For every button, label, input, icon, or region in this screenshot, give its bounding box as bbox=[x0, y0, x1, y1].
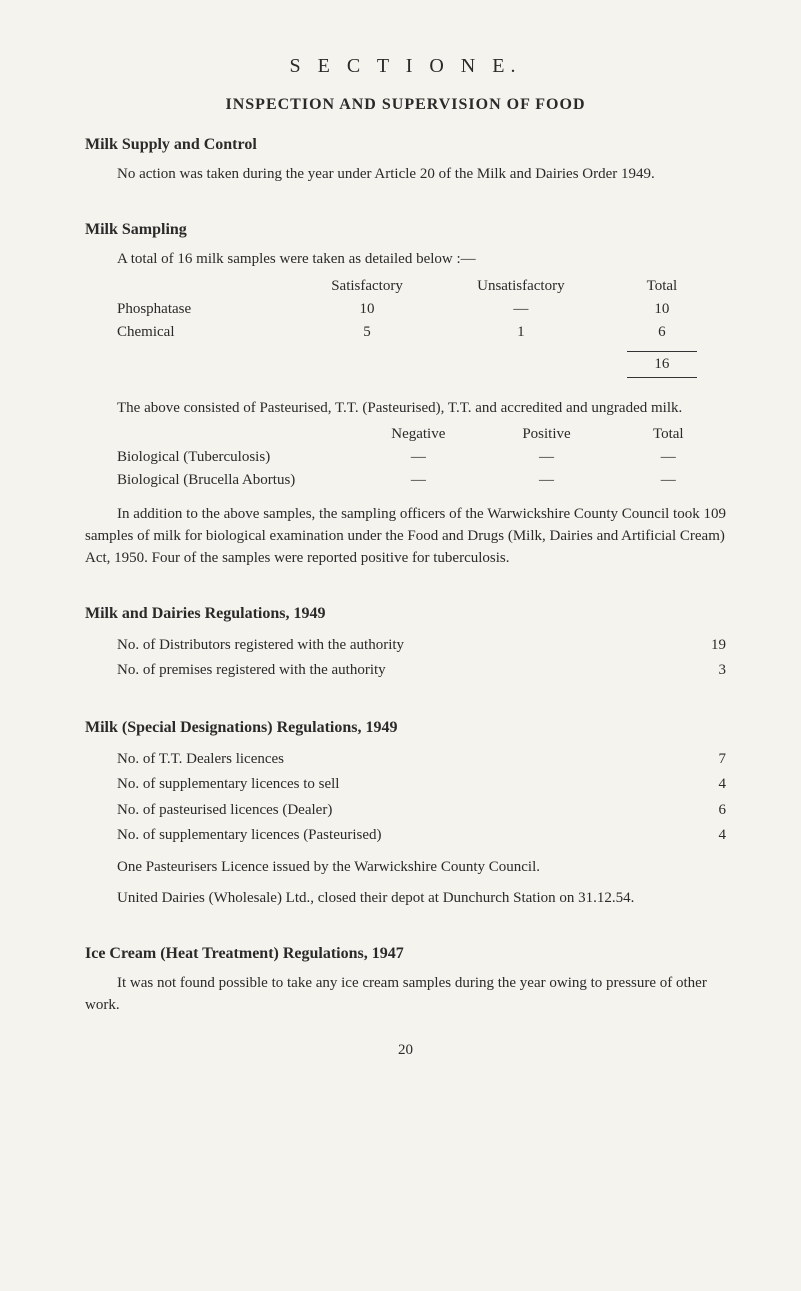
col-negative: Negative bbox=[354, 423, 482, 446]
heading-milk-special: Milk (Special Designations) Regulations,… bbox=[85, 719, 726, 737]
list-label: No. of pasteurised licences (Dealer) bbox=[117, 798, 686, 824]
grand-total: 16 bbox=[598, 356, 726, 373]
heading-milk-supply: Milk Supply and Control bbox=[85, 136, 726, 154]
cell-neg: — bbox=[354, 446, 482, 469]
cell-neg: — bbox=[354, 469, 482, 492]
list-value: 4 bbox=[686, 772, 726, 798]
list-item: No. of T.T. Dealers licences 7 bbox=[85, 747, 726, 773]
heading-milk-dairies-regs: Milk and Dairies Regulations, 1949 bbox=[85, 605, 726, 623]
table-header-row: Negative Positive Total bbox=[85, 423, 726, 446]
sampling-table: Satisfactory Unsatisfactory Total Phosph… bbox=[85, 275, 726, 344]
col-total: Total bbox=[611, 423, 726, 446]
list-label: No. of Distributors registered with the … bbox=[117, 633, 686, 659]
table-row: Chemical 5 1 6 bbox=[85, 321, 726, 344]
para-sampling-intro: A total of 16 milk samples were taken as… bbox=[85, 249, 726, 271]
page-number: 20 bbox=[85, 1042, 726, 1059]
list-value: 19 bbox=[686, 633, 726, 659]
col-unsatisfactory: Unsatisfactory bbox=[444, 275, 598, 298]
list-label: No. of premises registered with the auth… bbox=[117, 658, 686, 684]
document-page: S E C T I O N E. INSPECTION AND SUPERVIS… bbox=[0, 0, 801, 1099]
col-positive: Positive bbox=[482, 423, 610, 446]
row-label: Chemical bbox=[85, 321, 290, 344]
heading-ice-cream: Ice Cream (Heat Treatment) Regulations, … bbox=[85, 945, 726, 963]
list-item: No. of pasteurised licences (Dealer) 6 bbox=[85, 798, 726, 824]
cell-total: 10 bbox=[598, 298, 726, 321]
cell-unsat: 1 bbox=[444, 321, 598, 344]
list-item: No. of Distributors registered with the … bbox=[85, 633, 726, 659]
list-value: 4 bbox=[686, 823, 726, 849]
para-pasteurisers-licence: One Pasteurisers Licence issued by the W… bbox=[85, 857, 726, 879]
list-value: 7 bbox=[686, 747, 726, 773]
cell-sat: 10 bbox=[290, 298, 444, 321]
biological-table: Negative Positive Total Biological (Tube… bbox=[85, 423, 726, 492]
table-header-row: Satisfactory Unsatisfactory Total bbox=[85, 275, 726, 298]
list-item: No. of premises registered with the auth… bbox=[85, 658, 726, 684]
row-label: Biological (Brucella Abortus) bbox=[85, 469, 354, 492]
col-satisfactory: Satisfactory bbox=[290, 275, 444, 298]
list-label: No. of T.T. Dealers licences bbox=[117, 747, 686, 773]
list-value: 3 bbox=[686, 658, 726, 684]
section-title: S E C T I O N E. bbox=[85, 55, 726, 78]
table-row: Biological (Tuberculosis) — — — bbox=[85, 446, 726, 469]
cell-pos: — bbox=[482, 446, 610, 469]
cell-unsat: — bbox=[444, 298, 598, 321]
table-row: Phosphatase 10 — 10 bbox=[85, 298, 726, 321]
list-item: No. of supplementary licences to sell 4 bbox=[85, 772, 726, 798]
list-item: No. of supplementary licences (Pasteuris… bbox=[85, 823, 726, 849]
para-united-dairies: United Dairies (Wholesale) Ltd., closed … bbox=[85, 888, 726, 910]
col-total: Total bbox=[598, 275, 726, 298]
row-label: Phosphatase bbox=[85, 298, 290, 321]
cell-sat: 5 bbox=[290, 321, 444, 344]
cell-pos: — bbox=[482, 469, 610, 492]
cell-total: — bbox=[611, 446, 726, 469]
list-label: No. of supplementary licences to sell bbox=[117, 772, 686, 798]
cell-total: — bbox=[611, 469, 726, 492]
cell-total: 6 bbox=[598, 321, 726, 344]
para-pasteurised: The above consisted of Pasteurised, T.T.… bbox=[85, 398, 726, 420]
table-row: Biological (Brucella Abortus) — — — bbox=[85, 469, 726, 492]
para-milk-supply: No action was taken during the year unde… bbox=[85, 164, 726, 186]
list-value: 6 bbox=[686, 798, 726, 824]
section-subtitle: INSPECTION AND SUPERVISION OF FOOD bbox=[85, 96, 726, 114]
para-ice-cream: It was not found possible to take any ic… bbox=[85, 973, 726, 1017]
list-label: No. of supplementary licences (Pasteuris… bbox=[117, 823, 686, 849]
row-label: Biological (Tuberculosis) bbox=[85, 446, 354, 469]
para-warwickshire: In addition to the above samples, the sa… bbox=[85, 504, 726, 569]
heading-milk-sampling: Milk Sampling bbox=[85, 221, 726, 239]
